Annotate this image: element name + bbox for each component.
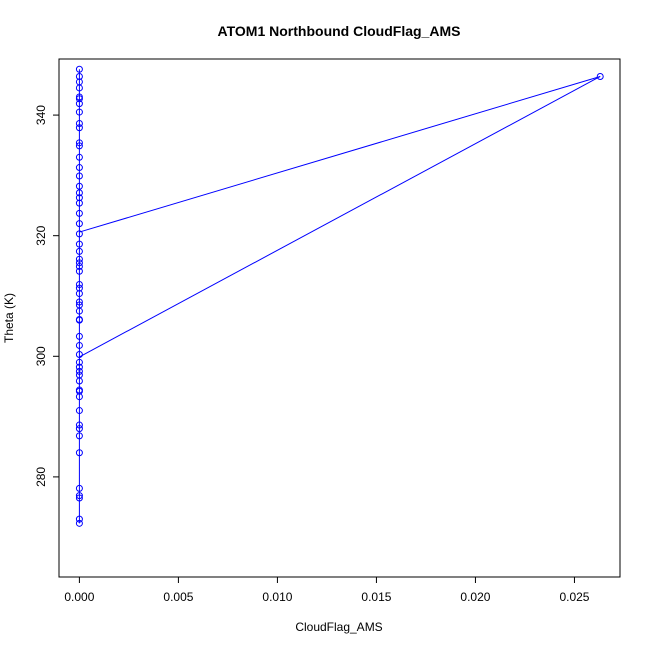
- data-point: [75, 298, 83, 306]
- data-point: [75, 259, 83, 267]
- x-tick-label: 0.025: [559, 590, 589, 604]
- data-point: [75, 142, 83, 150]
- data-point: [75, 425, 83, 433]
- x-tick-label: 0.000: [64, 590, 94, 604]
- x-tick-label: 0.005: [163, 590, 193, 604]
- data-point: [75, 393, 83, 401]
- data-point: [75, 301, 83, 309]
- x-axis-label: CloudFlag_AMS: [295, 620, 382, 634]
- plot-frame: [58, 58, 621, 578]
- data-point: [75, 139, 83, 147]
- y-tick-label: 340: [34, 105, 48, 125]
- data-point: [75, 153, 83, 161]
- chart-title: ATOM1 Northbound CloudFlag_AMS: [218, 23, 461, 39]
- data-point: [75, 108, 83, 116]
- y-tick-label: 320: [34, 225, 48, 245]
- data-point: [75, 93, 83, 101]
- data-point: [75, 290, 83, 298]
- data-point: [75, 386, 83, 394]
- x-tick-label: 0.015: [361, 590, 391, 604]
- data-point: [75, 220, 83, 228]
- data-point: [75, 267, 83, 275]
- x-axis: 0.000 0.005 0.010 0.015 0.020 0.025: [64, 577, 590, 604]
- data-point: [75, 350, 83, 358]
- data-point: [75, 120, 83, 128]
- data-point: [596, 72, 604, 80]
- data-point: [75, 95, 83, 103]
- x-tick-label: 0.020: [460, 590, 490, 604]
- data-point: [75, 172, 83, 180]
- data-point: [75, 78, 83, 86]
- data-point: [75, 247, 83, 255]
- data-point: [75, 262, 83, 270]
- data-point: [75, 255, 83, 263]
- series-lines: [78, 69, 601, 524]
- data-point: [75, 240, 83, 248]
- data-point: [75, 449, 83, 457]
- data-point: [75, 367, 83, 375]
- data-point: [75, 484, 83, 492]
- y-tick-label: 300: [34, 346, 48, 366]
- series-points: [75, 65, 604, 527]
- data-point: [75, 358, 83, 366]
- data-point: [75, 332, 83, 340]
- data-point: [75, 100, 83, 108]
- series-line: [79, 76, 601, 358]
- series-line: [79, 76, 601, 233]
- data-point: [75, 492, 83, 500]
- data-point: [75, 199, 83, 207]
- data-point: [75, 194, 83, 202]
- data-point: [75, 421, 83, 429]
- data-point: [75, 189, 83, 197]
- data-point: [75, 371, 83, 379]
- data-point: [75, 230, 83, 238]
- data-point: [75, 124, 83, 132]
- data-point: [75, 494, 83, 502]
- data-point: [75, 432, 83, 440]
- data-point: [75, 209, 83, 217]
- data-point: [75, 65, 83, 73]
- y-axis-label: Theta (K): [2, 293, 16, 343]
- data-point: [75, 519, 83, 527]
- y-tick-label: 280: [34, 467, 48, 487]
- data-point: [75, 363, 83, 371]
- data-point: [75, 72, 83, 80]
- data-point: [75, 515, 83, 523]
- data-point: [75, 316, 83, 324]
- data-point: [75, 182, 83, 190]
- data-point: [75, 407, 83, 415]
- x-tick-label: 0.010: [262, 590, 292, 604]
- data-point: [75, 284, 83, 292]
- data-point: [75, 341, 83, 349]
- y-axis: 280 300 320 340: [34, 105, 59, 487]
- data-point: [75, 164, 83, 172]
- data-point: [75, 281, 83, 289]
